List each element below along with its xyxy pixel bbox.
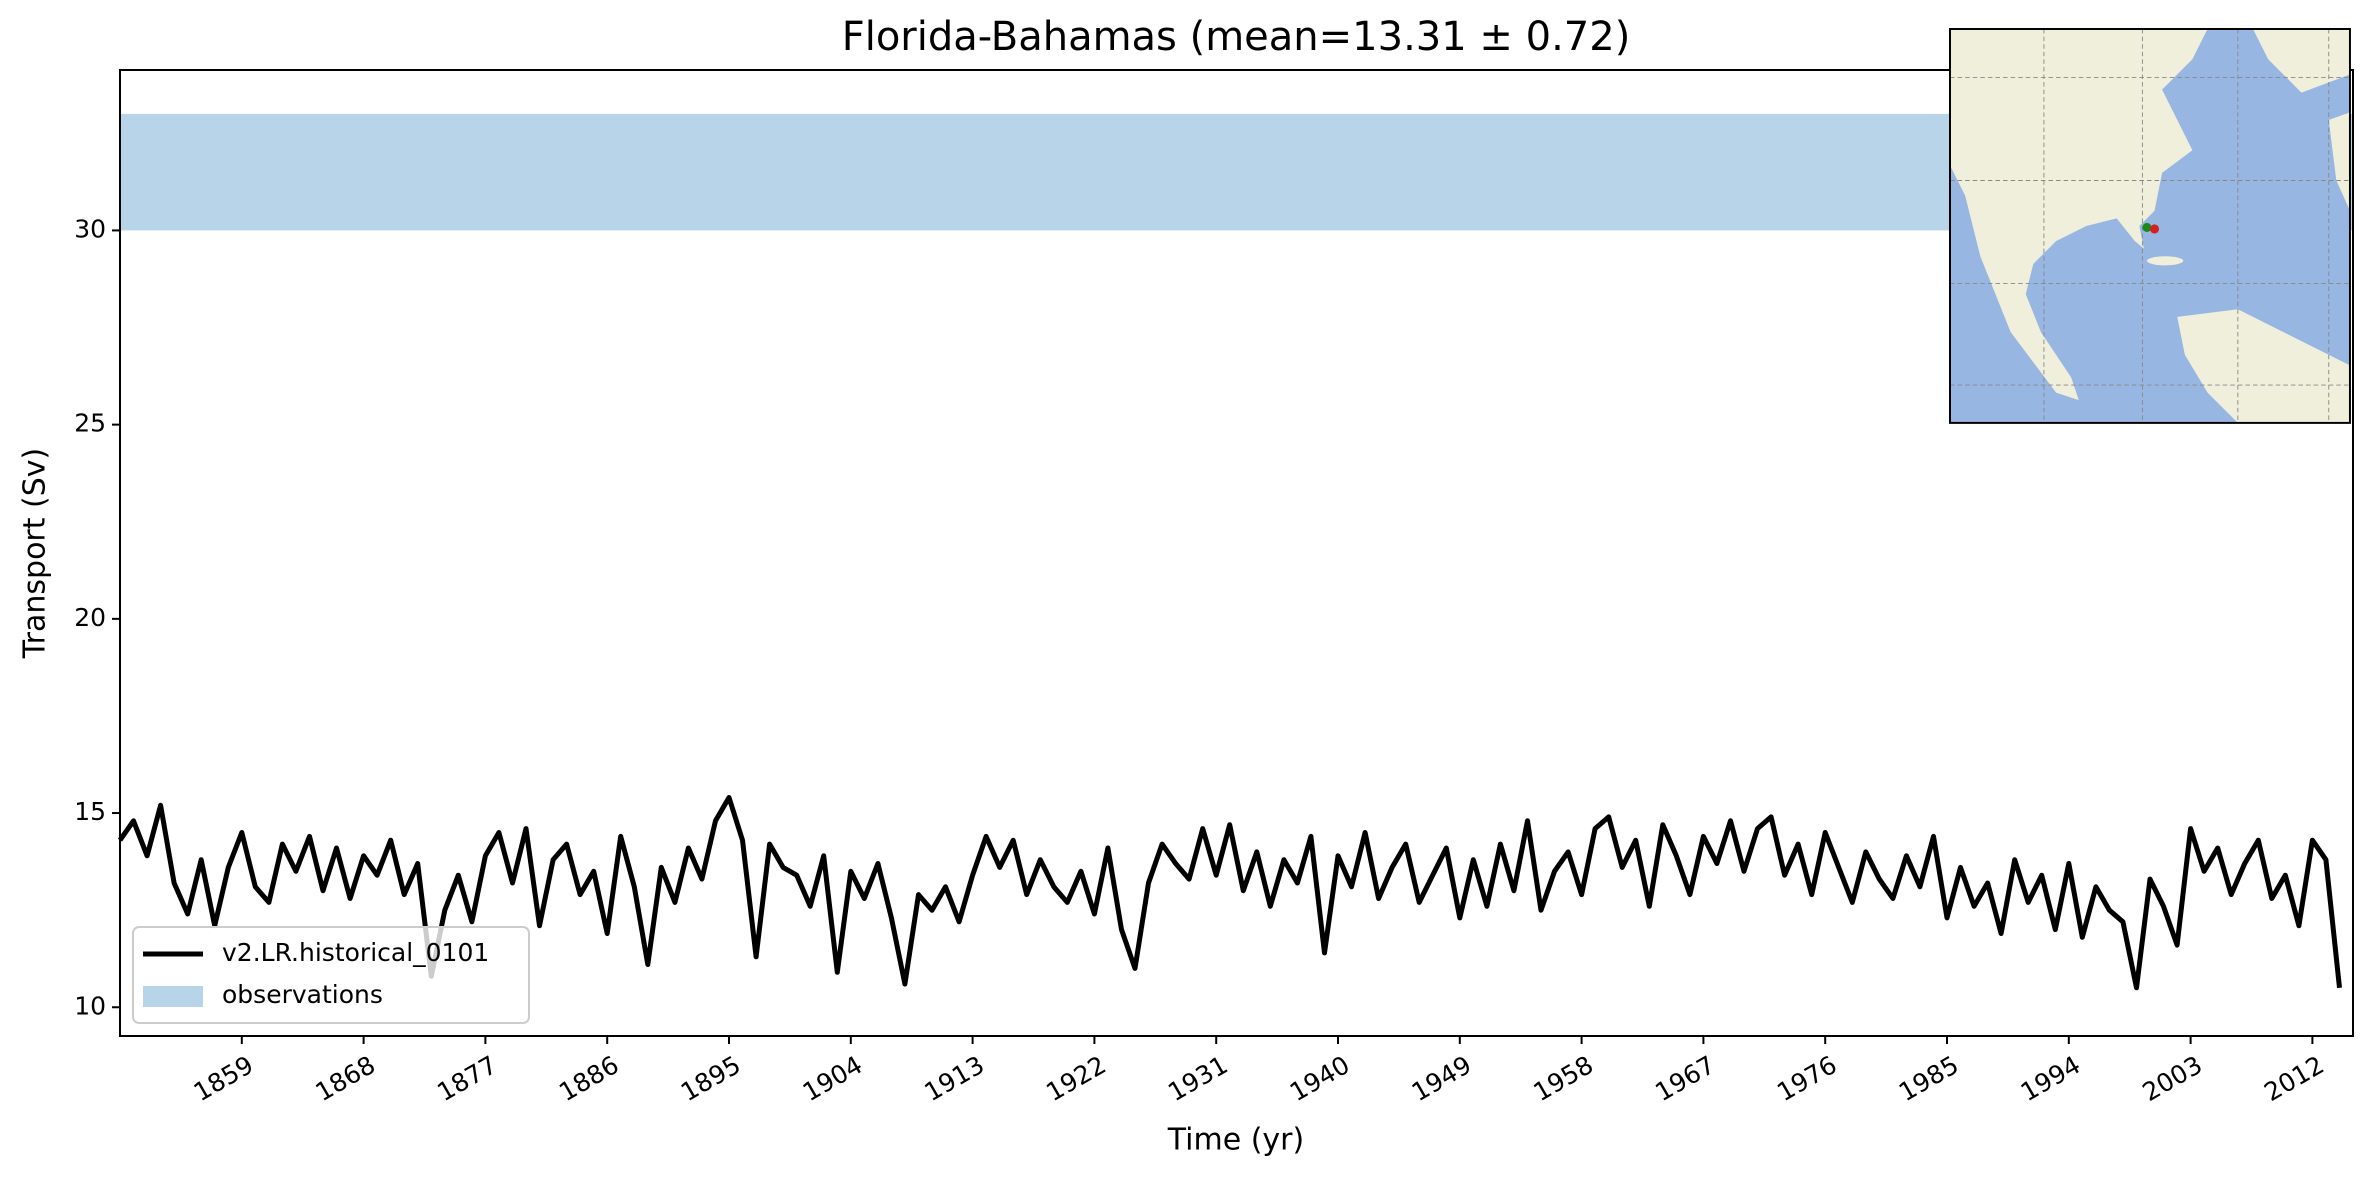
map-marker	[2149, 224, 2160, 234]
legend-label: observations	[222, 980, 383, 1009]
x-tick-label: 2003	[2137, 1050, 2207, 1107]
x-tick-label: 1877	[432, 1050, 502, 1107]
x-tick-label: 1985	[1894, 1050, 1964, 1107]
x-tick-label: 1967	[1650, 1050, 1720, 1107]
map-land	[2146, 256, 2184, 266]
map-land	[2177, 309, 2350, 423]
y-tick-label: 15	[74, 797, 106, 826]
plot-frame	[119, 69, 2354, 1037]
x-tick-label: 1949	[1407, 1050, 1477, 1107]
y-tick-label: 30	[74, 214, 106, 243]
y-axis-label: Transport (Sv)	[18, 448, 53, 660]
legend-box	[132, 926, 530, 1024]
map-grid	[1950, 29, 2350, 423]
y-tick-label: 20	[74, 603, 106, 632]
x-tick-label: 1940	[1285, 1050, 1355, 1107]
x-tick-label: 1859	[189, 1050, 259, 1107]
legend: v2.LR.historical_0101 observations	[132, 926, 530, 1024]
map-land	[1950, 29, 2208, 401]
x-tick-label: 2012	[2259, 1050, 2329, 1107]
map-frame	[1949, 28, 2351, 424]
x-tick-label: 1895	[676, 1050, 746, 1107]
x-tick-label: 1994	[2016, 1050, 2086, 1107]
map-inset	[1949, 28, 2351, 424]
x-tick-label: 1868	[310, 1050, 380, 1107]
map-marker	[2142, 222, 2152, 233]
x-tick-label: 1958	[1528, 1050, 1598, 1107]
map-land	[2328, 112, 2350, 211]
x-tick-label: 1922	[1041, 1050, 1111, 1107]
y-tick-label: 10	[74, 991, 106, 1020]
x-tick-label: 1976	[1772, 1050, 1842, 1107]
y-tick-label: 25	[74, 409, 106, 438]
map-land	[2253, 29, 2350, 93]
x-axis-label: Time (yr)	[1167, 1123, 1304, 1158]
chart-title: Florida-Bahamas (mean=13.31 ± 0.72)	[842, 14, 1631, 60]
x-tick-label: 1886	[554, 1050, 624, 1107]
legend-label: v2.LR.historical_0101	[222, 938, 489, 967]
legend-swatch	[143, 986, 203, 1007]
x-tick-label: 1904	[798, 1050, 868, 1107]
x-tick-label: 1913	[919, 1050, 989, 1107]
series-line	[117, 795, 2342, 991]
x-tick-label: 1931	[1163, 1050, 1233, 1107]
